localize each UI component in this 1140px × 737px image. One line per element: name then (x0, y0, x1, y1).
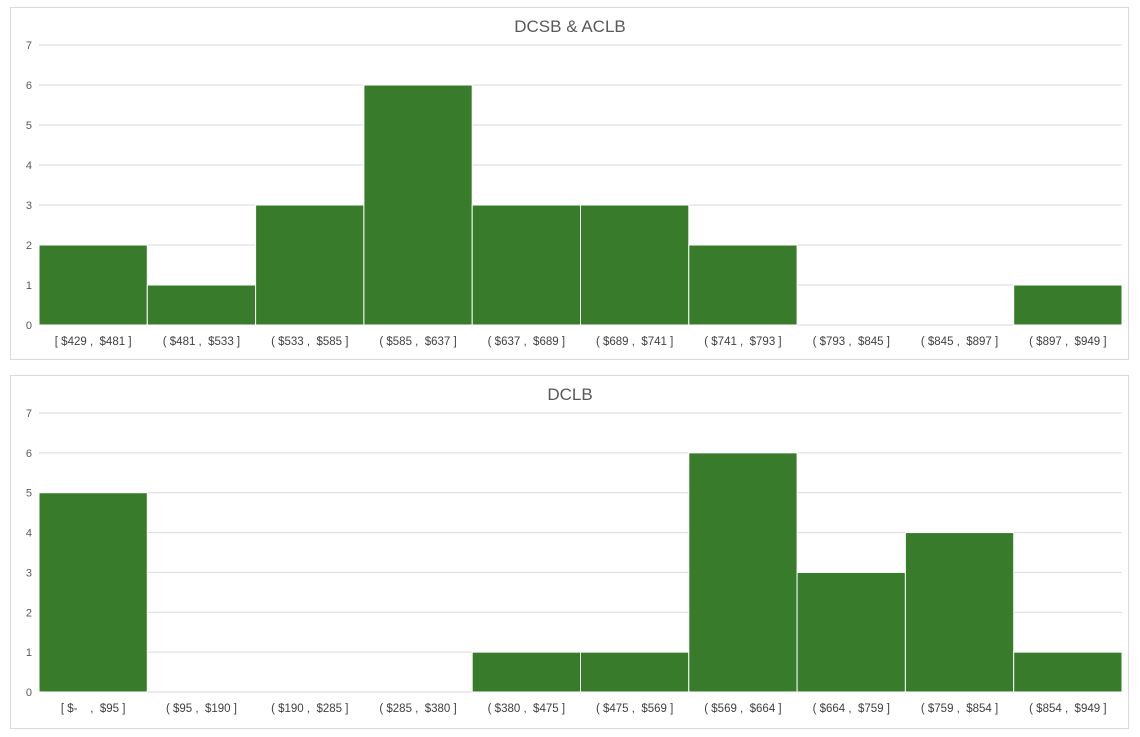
histogram-bar (580, 651, 690, 693)
x-tick-label: ( $585 , $637 ] (379, 336, 456, 348)
x-tick-label: ( $897 , $949 ] (1029, 336, 1106, 348)
y-tick-label: 4 (26, 160, 32, 172)
histogram-bar (471, 204, 582, 326)
histogram-bar (255, 204, 365, 326)
y-tick-label: 5 (26, 488, 32, 500)
x-tick-label: ( $845 , $897 ] (921, 336, 998, 348)
histogram-bar (471, 651, 582, 693)
histogram-bar (146, 284, 257, 326)
histogram-bar (580, 204, 690, 326)
x-tick-label: [ $- , $95 ] (61, 703, 126, 715)
x-tick-label: ( $190 , $285 ] (271, 703, 348, 715)
y-tick-label: 4 (26, 528, 32, 540)
y-tick-label: 7 (26, 408, 32, 420)
x-tick-label: ( $475 , $569 ] (596, 703, 673, 715)
y-tick-label: 2 (26, 607, 32, 619)
y-tick-label: 2 (26, 240, 32, 252)
x-tick-label: ( $664 , $759 ] (813, 703, 890, 715)
y-tick-label: 6 (26, 448, 32, 460)
x-tick-label: ( $569 , $664 ] (704, 703, 781, 715)
histogram-chart-1: DCSB & ACLB 0 1 2 3 4 5 6 7 [ $429 , $481 ] ( $48… (10, 7, 1129, 360)
histogram-bar (363, 84, 473, 326)
y-tick-label: 3 (26, 567, 32, 579)
x-tick-label: ( $481 , $533 ] (163, 336, 240, 348)
y-tick-label: 0 (26, 687, 32, 699)
y-tick-label: 5 (26, 120, 32, 132)
x-tick-label: ( $380 , $475 ] (488, 703, 565, 715)
x-tick-label: ( $95 , $190 ] (166, 703, 237, 715)
x-tick-label: ( $637 , $689 ] (488, 336, 565, 348)
chart-1-title: DCSB & ACLB (514, 17, 626, 36)
x-tick-label: ( $689 , $741 ] (596, 336, 673, 348)
y-tick-label: 1 (26, 647, 32, 659)
histogram-bar (796, 571, 906, 693)
histogram-chart-2: DCLB 0 1 2 3 4 5 6 7 [ $- , $95 ] ( $95 , $190 ] (… (10, 375, 1129, 729)
y-tick-label: 6 (26, 80, 32, 92)
histogram-bar (1013, 284, 1123, 326)
chart-1-svg: DCSB & ACLB 0 1 2 3 4 5 6 7 [ $429 , $481 ] ( $48… (26, 17, 1123, 348)
y-tick-label: 3 (26, 200, 32, 212)
x-tick-label: ( $741 , $793 ] (704, 336, 781, 348)
chart-2-svg: DCLB 0 1 2 3 4 5 6 7 [ $- , $95 ] ( $95 , $190 ] (… (26, 385, 1123, 715)
histogram-bar (688, 244, 798, 326)
x-tick-label: ( $533 , $585 ] (271, 336, 348, 348)
x-tick-label: ( $285 , $380 ] (379, 703, 456, 715)
x-tick-label: ( $759 , $854 ] (921, 703, 998, 715)
histogram-bar (38, 244, 148, 326)
histogram-bar (904, 532, 1015, 693)
x-tick-label: ( $793 , $845 ] (813, 336, 890, 348)
chart-2-title: DCLB (547, 385, 592, 404)
histogram-bar (1013, 651, 1123, 693)
y-tick-label: 0 (26, 320, 32, 332)
x-tick-label: ( $854 , $949 ] (1029, 703, 1106, 715)
y-tick-label: 1 (26, 280, 32, 292)
histogram-bar (688, 452, 798, 693)
y-tick-label: 7 (26, 40, 32, 52)
histogram-bar (38, 492, 148, 693)
x-tick-label: [ $429 , $481 ] (55, 336, 132, 348)
